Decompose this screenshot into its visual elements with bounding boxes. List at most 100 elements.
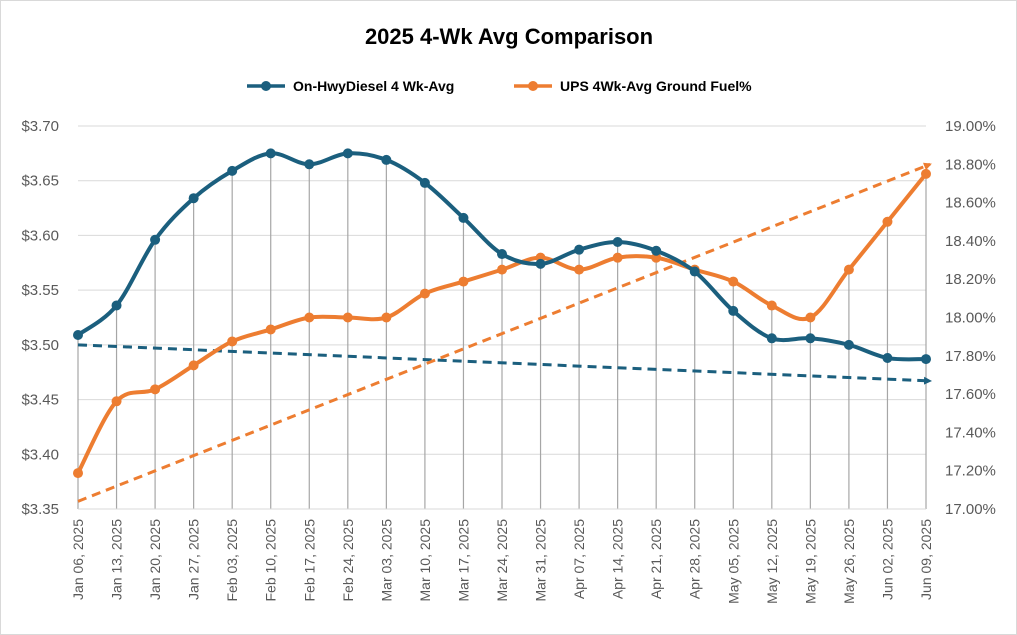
y-left-tick-label: $3.55 bbox=[21, 282, 59, 299]
data-point-ups bbox=[150, 384, 161, 395]
x-tick-label: Mar 10, 2025 bbox=[417, 519, 433, 602]
x-tick-label: Feb 24, 2025 bbox=[340, 519, 356, 602]
x-tick-label: Jun 09, 2025 bbox=[918, 519, 934, 600]
data-point-ups bbox=[612, 252, 623, 263]
data-point-diesel bbox=[651, 245, 662, 256]
data-point-diesel bbox=[73, 330, 83, 341]
trendlines bbox=[77, 162, 932, 503]
x-tick-label: Jan 13, 2025 bbox=[109, 519, 125, 600]
y-right-tick-label: 17.20% bbox=[945, 463, 996, 480]
data-point-diesel bbox=[535, 258, 546, 269]
y-left-tick-label: $3.50 bbox=[21, 337, 59, 354]
data-point-diesel bbox=[419, 177, 430, 188]
data-point-diesel bbox=[497, 249, 507, 260]
data-point-ups bbox=[805, 312, 816, 323]
x-tick-label: Mar 31, 2025 bbox=[533, 519, 549, 602]
data-point-ups bbox=[227, 336, 238, 347]
legend: On-HwyDiesel 4 Wk-Avg UPS 4Wk-Avg Ground… bbox=[247, 78, 752, 94]
data-point-diesel bbox=[381, 154, 392, 165]
x-tick-label: Apr 07, 2025 bbox=[571, 519, 587, 599]
data-point-diesel bbox=[304, 159, 315, 170]
data-point-ups bbox=[882, 216, 893, 227]
y-left-tick-label: $3.35 bbox=[21, 501, 59, 518]
data-point-diesel bbox=[689, 266, 700, 277]
legend-label-ups: UPS 4Wk-Avg Ground Fuel% bbox=[560, 78, 752, 94]
data-point-diesel bbox=[342, 148, 353, 159]
data-point-diesel bbox=[728, 305, 739, 316]
data-point-ups bbox=[265, 324, 276, 335]
data-point-ups bbox=[574, 264, 585, 275]
data-point-diesel bbox=[805, 333, 816, 344]
data-point-diesel bbox=[150, 234, 161, 245]
data-point-diesel bbox=[458, 212, 469, 223]
y-right-tick-label: 17.00% bbox=[945, 501, 996, 518]
x-tick-label: Feb 17, 2025 bbox=[301, 519, 317, 602]
y-left-tick-label: $3.70 bbox=[21, 118, 59, 135]
x-tick-label: Apr 14, 2025 bbox=[610, 519, 626, 599]
x-tick-label: Apr 21, 2025 bbox=[648, 519, 664, 599]
data-point-ups bbox=[342, 312, 353, 323]
data-point-ups bbox=[766, 300, 777, 311]
data-point-ups bbox=[458, 276, 469, 287]
data-point-ups bbox=[188, 360, 199, 371]
x-tick-label: Feb 03, 2025 bbox=[224, 519, 240, 602]
y-axis-left: $3.35 $3.40 $3.45 $3.50 $3.55 $3.60 $3.65 $3.70 bbox=[21, 118, 59, 518]
legend-dot-diesel bbox=[261, 81, 271, 91]
data-point-diesel bbox=[882, 352, 893, 363]
data-point-ups bbox=[921, 168, 931, 179]
data-point-ups bbox=[497, 264, 507, 275]
y-right-tick-label: 18.40% bbox=[945, 233, 996, 250]
trendline-ups bbox=[77, 162, 932, 503]
x-tick-label: Mar 24, 2025 bbox=[494, 519, 510, 602]
drop-lines bbox=[77, 153, 927, 509]
chart-title: 2025 4-Wk Avg Comparison bbox=[365, 24, 653, 49]
y-right-tick-label: 18.20% bbox=[945, 271, 996, 288]
data-point-ups bbox=[728, 276, 739, 287]
y-left-tick-label: $3.45 bbox=[21, 392, 59, 409]
data-point-ups bbox=[419, 288, 430, 299]
data-point-ups bbox=[843, 264, 854, 275]
data-point-diesel bbox=[188, 193, 199, 204]
data-point-diesel bbox=[921, 354, 931, 365]
data-point-diesel bbox=[766, 333, 777, 344]
data-point-diesel bbox=[265, 148, 276, 159]
data-series bbox=[73, 148, 931, 479]
legend-dot-ups bbox=[528, 81, 538, 91]
trendline-diesel bbox=[77, 343, 932, 385]
y-right-tick-label: 18.80% bbox=[945, 156, 996, 173]
data-point-ups bbox=[381, 312, 392, 323]
data-point-ups bbox=[73, 468, 83, 479]
data-point-diesel bbox=[612, 236, 623, 247]
data-point-ups bbox=[304, 312, 315, 323]
x-tick-label: May 19, 2025 bbox=[802, 519, 818, 604]
x-tick-label: Apr 28, 2025 bbox=[687, 519, 703, 599]
x-tick-label: Jan 20, 2025 bbox=[147, 519, 163, 600]
y-right-tick-label: 17.80% bbox=[945, 348, 996, 365]
data-point-ups bbox=[111, 396, 122, 407]
y-right-tick-label: 19.00% bbox=[945, 118, 996, 135]
x-tick-label: May 12, 2025 bbox=[764, 519, 780, 604]
data-point-diesel bbox=[574, 244, 585, 255]
x-tick-label: Feb 10, 2025 bbox=[263, 519, 279, 602]
data-point-diesel bbox=[111, 300, 122, 311]
data-point-diesel bbox=[227, 165, 238, 176]
x-tick-label: Jan 06, 2025 bbox=[70, 519, 86, 600]
x-tick-label: May 26, 2025 bbox=[841, 519, 857, 604]
y-left-tick-label: $3.60 bbox=[21, 227, 59, 244]
data-point-ups bbox=[651, 252, 662, 263]
y-right-tick-label: 18.60% bbox=[945, 195, 996, 212]
x-tick-label: Jun 02, 2025 bbox=[879, 519, 895, 600]
y-left-tick-label: $3.65 bbox=[21, 173, 59, 190]
x-axis: Jan 06, 2025 Jan 13, 2025 Jan 20, 2025 Jan … bbox=[70, 508, 934, 604]
legend-label-diesel: On-HwyDiesel 4 Wk-Avg bbox=[293, 78, 454, 94]
y-left-tick-label: $3.40 bbox=[21, 446, 59, 463]
x-tick-label: Mar 17, 2025 bbox=[455, 519, 471, 602]
data-point-diesel bbox=[843, 339, 854, 350]
x-tick-label: Mar 03, 2025 bbox=[378, 519, 394, 602]
y-right-tick-label: 17.40% bbox=[945, 424, 996, 441]
x-tick-label: Jan 27, 2025 bbox=[186, 519, 202, 600]
x-tick-label: May 05, 2025 bbox=[725, 519, 741, 604]
y-right-tick-label: 18.00% bbox=[945, 310, 996, 327]
